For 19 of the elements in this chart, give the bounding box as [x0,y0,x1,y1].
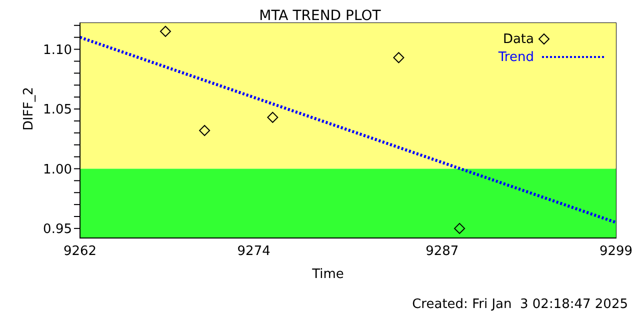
x-tick-label: 9299 [599,244,633,260]
point [393,52,404,64]
legend-label: Trend [498,50,534,64]
y-tick-label: 0.95 [43,222,72,238]
chart-title: MTA TREND PLOT [258,8,382,24]
point [160,26,171,37]
legend-label: Data [502,32,534,46]
x-tick-label: 9274 [237,244,270,260]
x-axis-title: Time [311,267,344,282]
point [267,112,278,123]
point [454,222,466,234]
y-axis-title: DIFF_2 [22,86,37,130]
y-tick-label: 1.00 [43,162,72,178]
y-tick-label: 1.05 [43,102,72,118]
x-tick-label: 9262 [63,244,97,260]
y-tick-label: 1.10 [43,42,72,58]
point [199,125,210,136]
x-tick-label: 9287 [426,244,459,260]
text: Created: Fri Jan 3 02:18:47 2025 [412,297,628,312]
